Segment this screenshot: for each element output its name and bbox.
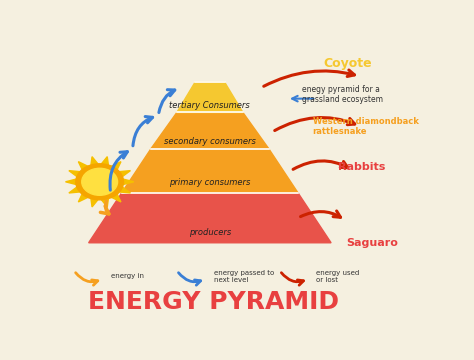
Polygon shape: [69, 171, 80, 176]
Polygon shape: [119, 171, 130, 176]
Circle shape: [82, 168, 118, 195]
Text: energy in: energy in: [110, 273, 144, 279]
Polygon shape: [78, 194, 88, 202]
Polygon shape: [119, 187, 130, 193]
Polygon shape: [122, 149, 298, 193]
Text: Coyote: Coyote: [324, 58, 373, 71]
Text: secondary consumers: secondary consumers: [164, 137, 256, 146]
Polygon shape: [69, 187, 80, 193]
Polygon shape: [123, 179, 134, 184]
Circle shape: [76, 164, 124, 200]
Polygon shape: [111, 162, 121, 170]
Text: ENERGY PYRAMID: ENERGY PYRAMID: [88, 291, 339, 314]
Polygon shape: [177, 82, 243, 112]
Text: Saguaro: Saguaro: [346, 238, 398, 248]
Polygon shape: [89, 193, 331, 243]
Polygon shape: [111, 194, 121, 202]
Text: tertiary Consumers: tertiary Consumers: [170, 101, 250, 110]
Text: energy used
or lost: energy used or lost: [316, 270, 360, 283]
Polygon shape: [91, 157, 98, 165]
Polygon shape: [65, 179, 76, 184]
Polygon shape: [101, 199, 109, 207]
Text: producers: producers: [189, 228, 231, 237]
Text: Western diamondback
rattlesnake: Western diamondback rattlesnake: [313, 117, 419, 136]
Text: energy passed to
next level: energy passed to next level: [213, 270, 274, 283]
Text: Rabbits: Rabbits: [338, 162, 386, 172]
Polygon shape: [101, 157, 109, 165]
Text: primary consumers: primary consumers: [169, 178, 251, 187]
Text: enegy pyramid for a
grassland ecosystem: enegy pyramid for a grassland ecosystem: [301, 85, 383, 104]
Polygon shape: [151, 112, 269, 149]
Polygon shape: [91, 199, 98, 207]
Polygon shape: [78, 162, 88, 170]
